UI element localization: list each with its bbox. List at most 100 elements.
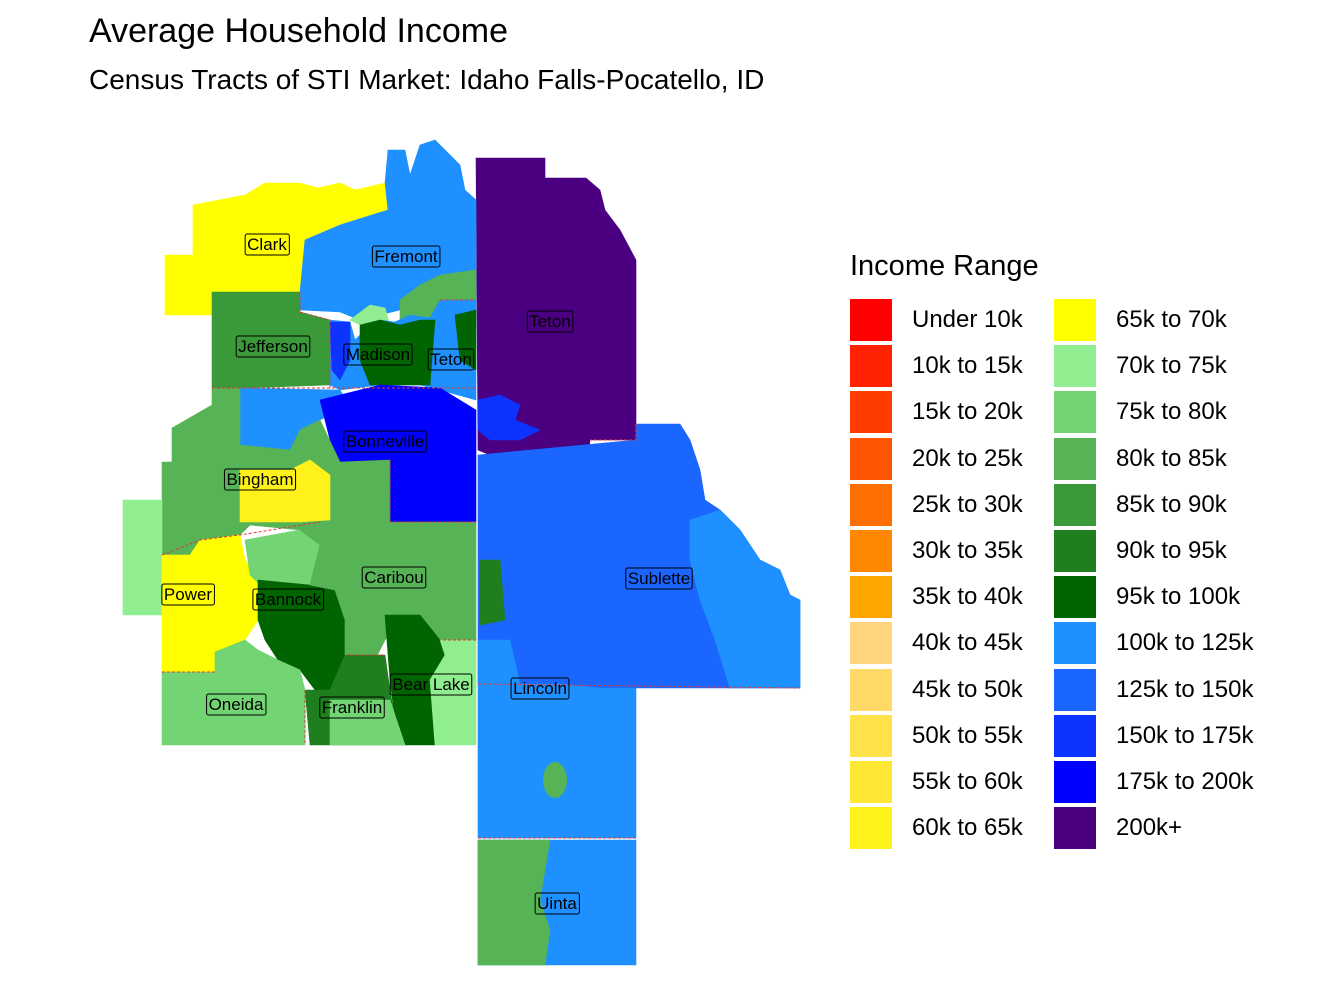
legend-swatch (1054, 807, 1096, 850)
legend-label: 150k to 175k (1116, 721, 1254, 749)
legend-label: 25k to 30k (912, 490, 1023, 518)
map-subtitle: Census Tracts of STI Market: Idaho Falls… (89, 64, 765, 95)
legend-swatch (1054, 760, 1096, 803)
census-tract (477, 839, 551, 966)
county-label-text: Bear Lake (392, 675, 470, 694)
legend-item: 30k to 35k (850, 528, 1040, 574)
county-label-text: Lincoln (513, 679, 567, 698)
county-label-text: Oneida (209, 695, 264, 714)
legend-item: 65k to 70k (1054, 297, 1244, 343)
county-label-text: Teton (529, 312, 571, 331)
legend-label: 40k to 45k (912, 629, 1023, 657)
legend-item: 175k to 200k (1054, 759, 1254, 805)
legend-column: Under 10k 10k to 15k 15k to 20k 20k to 25k 2… (850, 297, 1040, 851)
choropleth-map: Clark Fremont Jefferson Madison Teton Teton Bo… (122, 139, 801, 966)
legend-label: 85k to 90k (1116, 490, 1227, 518)
legend-columns: Under 10k 10k to 15k 15k to 20k 20k to 25k 2… (850, 297, 1320, 851)
census-tract (454, 309, 477, 371)
legend-item: 150k to 175k (1054, 713, 1254, 759)
county-label-text: Jefferson (238, 337, 308, 356)
county-label: Sublette (625, 567, 693, 590)
legend-label: 55k to 60k (912, 767, 1023, 795)
legend-item: 100k to 125k (1054, 620, 1253, 666)
legend-label: 65k to 70k (1116, 306, 1227, 334)
county-label-text: Bonneville (346, 432, 424, 451)
census-tract (477, 394, 541, 441)
county-label: Caribou (361, 566, 427, 589)
legend: Income Range Under 10k 10k to 15k 15k to 2… (850, 250, 1320, 851)
county-label-text: Sublette (628, 569, 690, 588)
legend-label: 45k to 50k (912, 675, 1023, 703)
legend-label: 35k to 40k (912, 583, 1023, 611)
legend-swatch (1054, 483, 1096, 526)
census-tract (543, 762, 567, 798)
legend-label: 80k to 85k (1116, 444, 1227, 472)
legend-label: 175k to 200k (1116, 767, 1254, 795)
county-label-box (371, 245, 441, 268)
county-label: Madison (343, 343, 413, 366)
legend-label: 30k to 35k (912, 537, 1023, 565)
county-label-text: Clark (247, 235, 287, 254)
legend-column: 65k to 70k 70k to 75k 75k to 80k 80k to 85k… (1054, 297, 1254, 851)
legend-item: 80k to 85k (1054, 436, 1244, 482)
legend-item: 25k to 30k (850, 482, 1040, 528)
census-tract-oneida (161, 639, 306, 746)
county-label: Fremont (371, 245, 441, 268)
map-title: Average Household Income (89, 12, 508, 50)
county-label-text: Bannock (255, 590, 322, 609)
county-label: Bingham (223, 468, 297, 491)
legend-label: 15k to 20k (912, 398, 1023, 426)
county-label-box (389, 673, 473, 696)
legend-item: 75k to 80k (1054, 389, 1244, 435)
legend-item: 10k to 15k (850, 343, 1040, 389)
legend-swatch (1054, 437, 1096, 480)
census-tract (359, 319, 436, 386)
census-tract-caribou (299, 521, 477, 661)
census-tract (239, 459, 331, 523)
legend-item: 40k to 45k (850, 620, 1040, 666)
legend-swatch (850, 483, 892, 526)
county-label: Franklin (319, 696, 385, 719)
county-labels: Clark Fremont Jefferson Madison Teton Teton Bo… (161, 233, 693, 915)
legend-swatch (1054, 391, 1096, 434)
county-label-box (427, 348, 475, 371)
county-label-text: Bingham (226, 470, 293, 489)
county-label-box (244, 233, 290, 256)
legend-swatch (850, 668, 892, 711)
legend-item: 95k to 100k (1054, 574, 1244, 620)
legend-swatch (850, 299, 892, 342)
legend-swatch (1054, 345, 1096, 388)
legend-swatch (850, 576, 892, 619)
census-tract (122, 499, 163, 616)
county-label-box (343, 430, 427, 453)
county-label-text: Fremont (374, 247, 438, 266)
legend-item: 35k to 40k (850, 574, 1040, 620)
county-label: Oneida (206, 693, 267, 716)
legend-label: Under 10k (912, 306, 1023, 334)
legend-item: 70k to 75k (1054, 343, 1244, 389)
legend-swatch (850, 760, 892, 803)
county-label-box (206, 693, 267, 716)
county-label: Jefferson (235, 335, 311, 358)
legend-label: 70k to 75k (1116, 352, 1227, 380)
county-label: Power (161, 583, 215, 606)
legend-item: 60k to 65k (850, 805, 1040, 851)
legend-label: 75k to 80k (1116, 398, 1227, 426)
legend-swatch (850, 530, 892, 573)
county-label: Uinta (534, 892, 580, 915)
county-label-box (510, 677, 570, 700)
legend-swatch (850, 807, 892, 850)
county-label-box (235, 335, 311, 358)
census-tract (329, 699, 406, 746)
census-tract (479, 559, 506, 626)
county-boundary (389, 460, 476, 523)
county-label-text: Madison (346, 345, 410, 364)
legend-label: 50k to 55k (912, 721, 1023, 749)
county-boundary (477, 683, 801, 689)
legend-item: 50k to 55k (850, 713, 1040, 759)
census-tract (689, 509, 801, 689)
legend-item: 85k to 90k (1054, 482, 1244, 528)
county-label-box (534, 892, 580, 915)
legend-item: 15k to 20k (850, 389, 1040, 435)
legend-item: 20k to 25k (850, 436, 1040, 482)
